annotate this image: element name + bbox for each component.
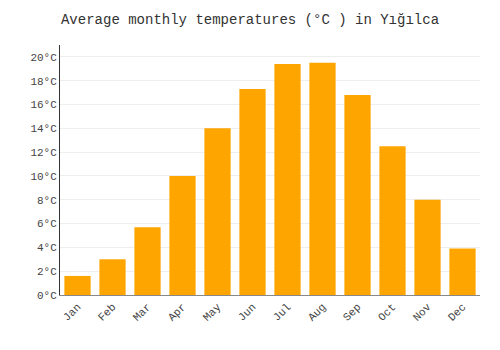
svg-text:Apr: Apr	[166, 301, 188, 323]
svg-text:Dec: Dec	[446, 301, 468, 323]
svg-text:Jan: Jan	[61, 301, 83, 323]
svg-text:14°C: 14°C	[30, 123, 57, 135]
svg-text:10°C: 10°C	[30, 171, 57, 183]
svg-text:16°C: 16°C	[30, 99, 57, 111]
svg-text:6°C: 6°C	[37, 218, 57, 230]
svg-text:May: May	[201, 301, 224, 324]
svg-text:Oct: Oct	[376, 301, 398, 323]
svg-text:20°C: 20°C	[30, 52, 57, 64]
svg-text:Sep: Sep	[341, 301, 363, 323]
svg-text:0°C: 0°C	[37, 290, 57, 302]
svg-text:8°C: 8°C	[37, 195, 57, 207]
svg-text:4°C: 4°C	[37, 242, 57, 254]
svg-text:Average monthly temperatures (: Average monthly temperatures (°C ) in Yı…	[61, 12, 439, 28]
svg-text:Aug: Aug	[306, 301, 328, 323]
svg-text:18°C: 18°C	[30, 76, 57, 88]
svg-text:Jun: Jun	[236, 301, 258, 323]
svg-text:Mar: Mar	[131, 301, 153, 323]
svg-text:Jul: Jul	[271, 301, 293, 323]
svg-text:2°C: 2°C	[37, 266, 57, 278]
svg-text:12°C: 12°C	[30, 147, 57, 159]
svg-text:Nov: Nov	[411, 301, 434, 324]
svg-text:Feb: Feb	[96, 301, 118, 323]
